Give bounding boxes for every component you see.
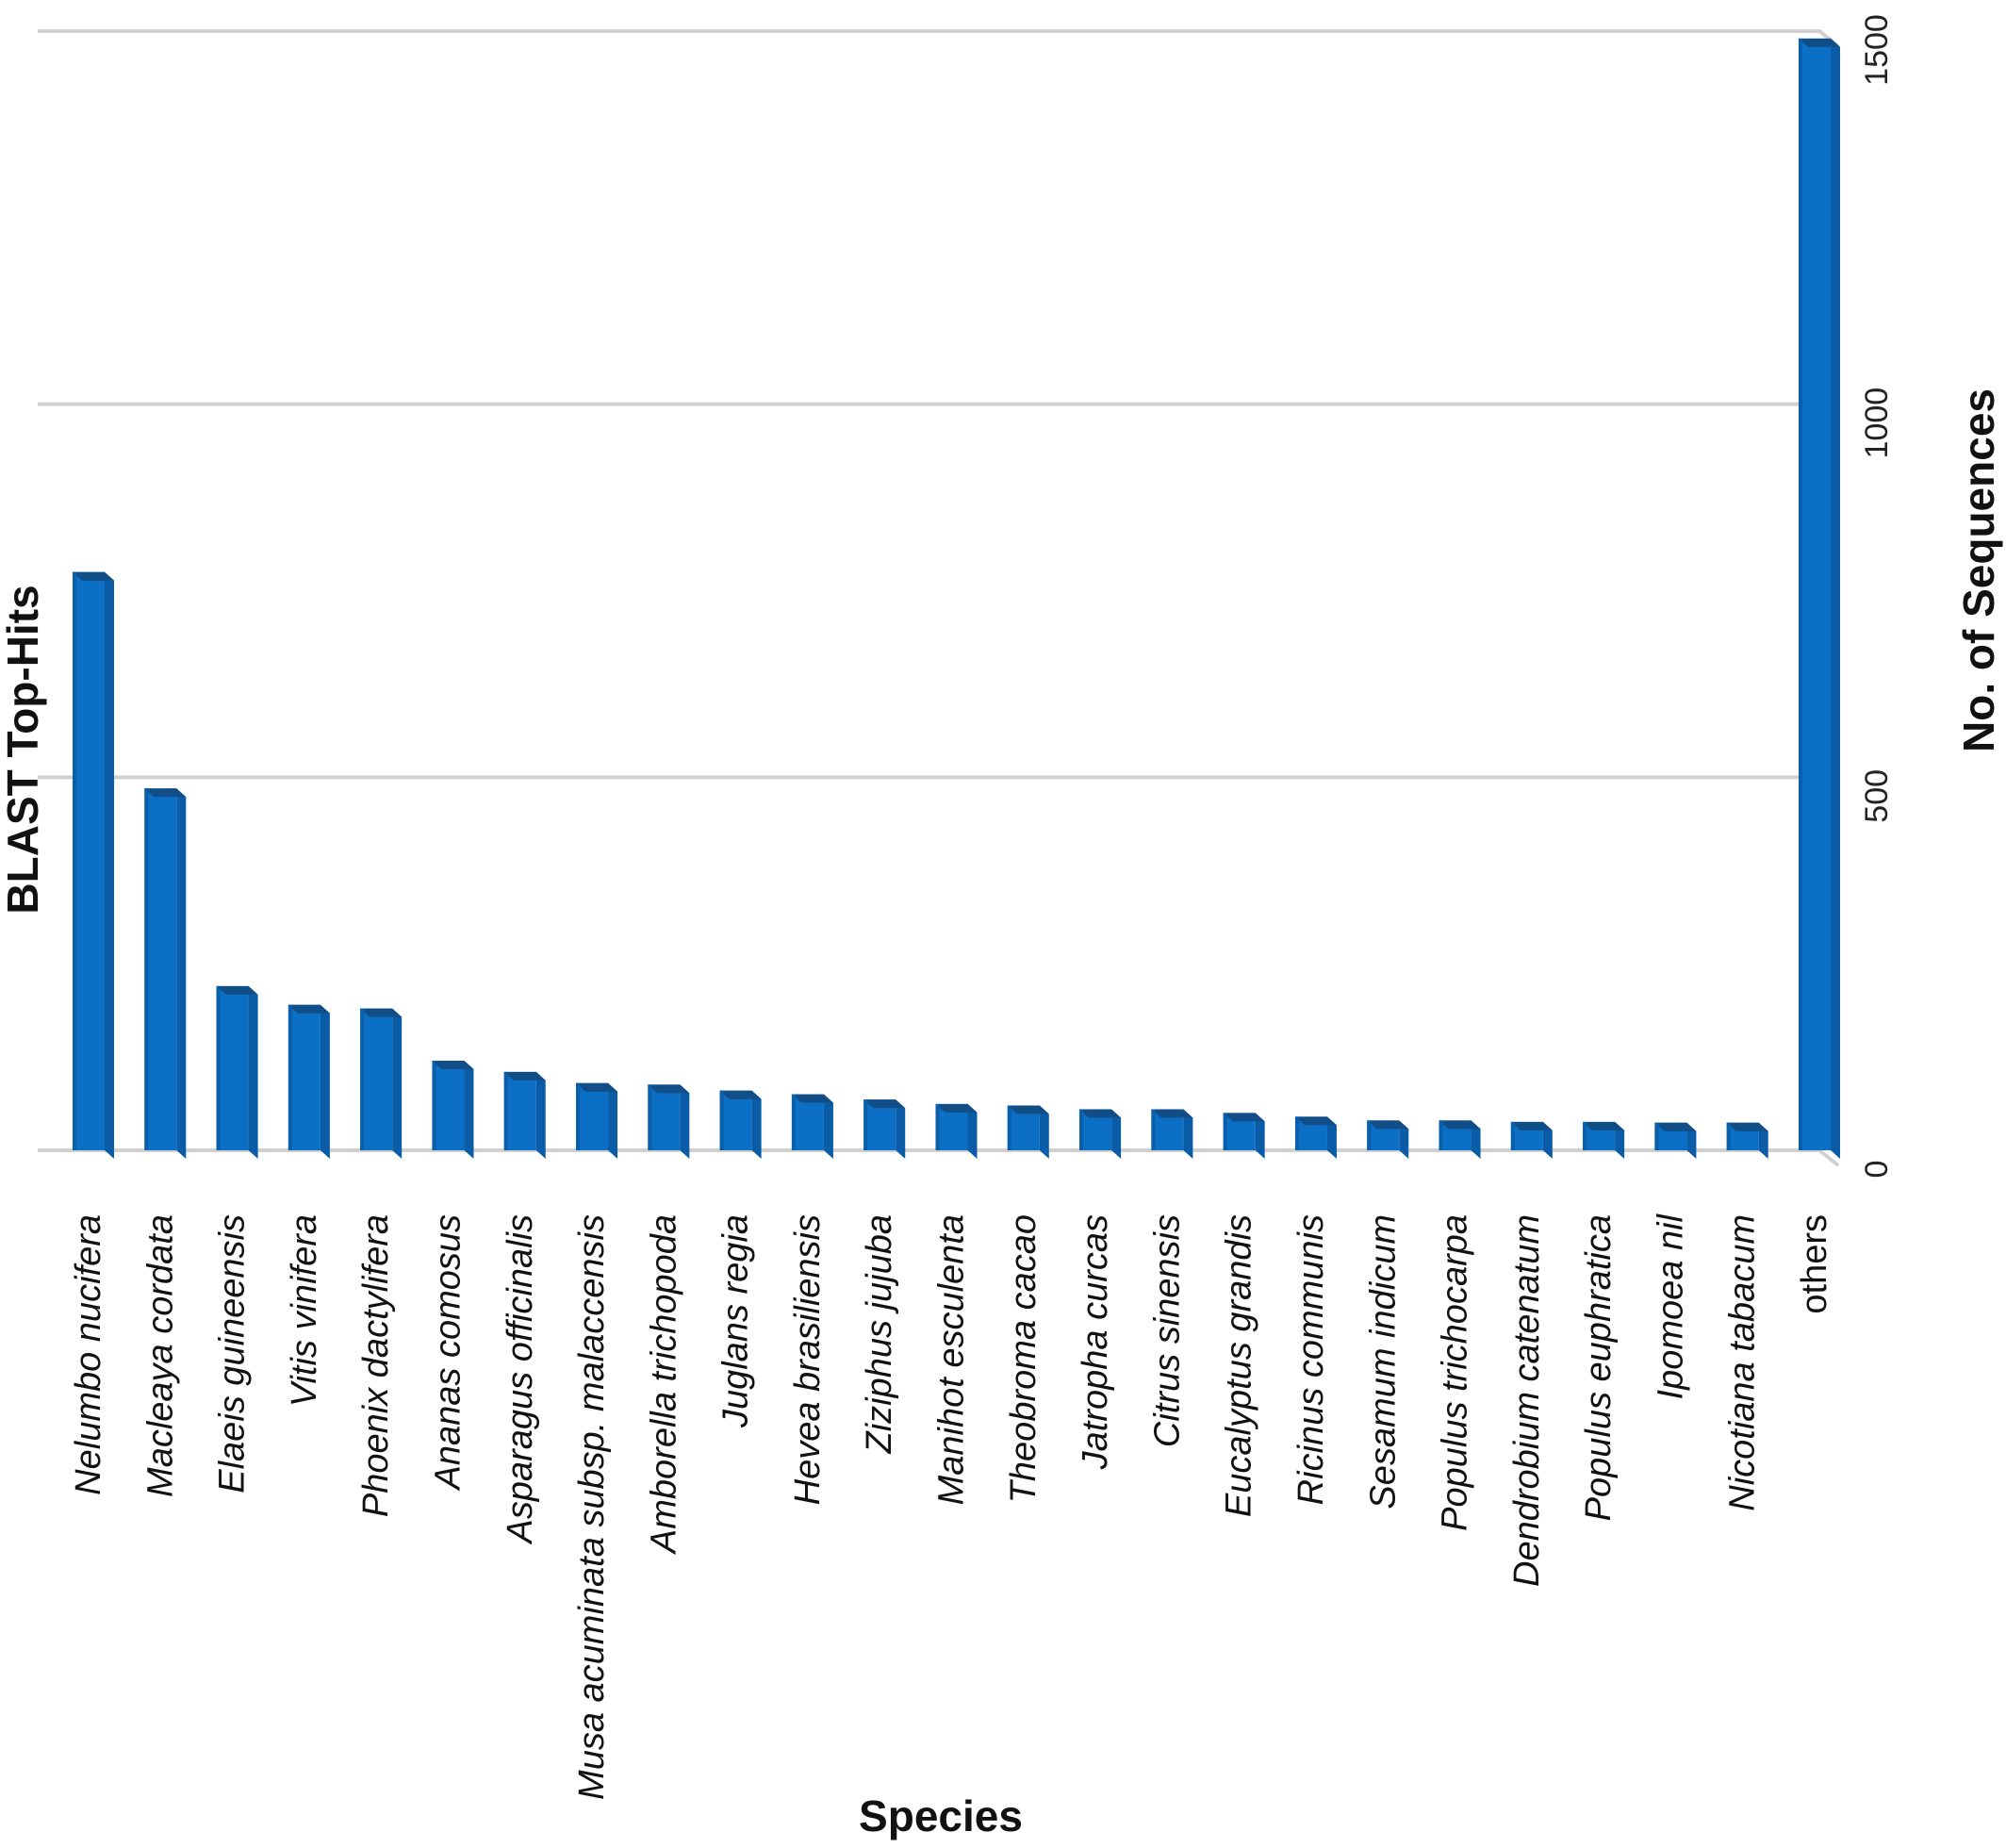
gridlines bbox=[38, 29, 1840, 1167]
bar bbox=[648, 1084, 690, 1159]
x-tick-label: Ricinus communis bbox=[1291, 1214, 1331, 1505]
x-tick-label: Asparagus officinalis bbox=[501, 1214, 540, 1545]
x-tick-label: Ziziphus jujuba bbox=[860, 1214, 899, 1454]
bar bbox=[1654, 1122, 1697, 1159]
bar bbox=[503, 1071, 546, 1159]
x-tick-label: Sesamum indicum bbox=[1363, 1214, 1403, 1510]
bar bbox=[144, 788, 187, 1159]
bar bbox=[791, 1094, 833, 1159]
x-tick-label: Eucalyptus grandis bbox=[1220, 1214, 1259, 1517]
bar bbox=[863, 1099, 906, 1159]
bars bbox=[73, 38, 1840, 1160]
x-tick-label: Ananas comosus bbox=[428, 1214, 468, 1492]
x-tick-label: Nicotiana tabacum bbox=[1723, 1214, 1763, 1511]
gridline bbox=[38, 29, 1840, 48]
bar bbox=[1799, 38, 1840, 1160]
bar bbox=[216, 985, 258, 1159]
bar bbox=[1079, 1109, 1122, 1159]
x-tick-label: Hevea brasiliensis bbox=[788, 1214, 828, 1505]
bar bbox=[1439, 1120, 1481, 1159]
x-tick-label: Macleaya cordata bbox=[140, 1214, 180, 1497]
x-tick-label: Ipomoea nil bbox=[1651, 1213, 1690, 1399]
left-axis-title: BLAST Top-Hits bbox=[0, 585, 47, 914]
bar bbox=[1367, 1120, 1409, 1159]
bar bbox=[1510, 1121, 1553, 1159]
x-tick-label: Theobroma cacao bbox=[1004, 1214, 1044, 1503]
x-tick-label: Manihot esculenta bbox=[932, 1214, 972, 1505]
bar bbox=[1726, 1122, 1768, 1159]
x-tick-label: Jatropha curcas bbox=[1076, 1214, 1115, 1470]
bar bbox=[1223, 1113, 1265, 1159]
x-tick-label: Elaeis guineensis bbox=[213, 1214, 253, 1493]
bar bbox=[1151, 1109, 1193, 1159]
bar bbox=[935, 1103, 978, 1159]
x-tick-label: Citrus sinensis bbox=[1147, 1214, 1187, 1447]
y-tick-label: 500 bbox=[1859, 769, 1895, 823]
bar bbox=[1294, 1116, 1337, 1159]
x-tick-label: Nelumbo nucifera bbox=[69, 1214, 108, 1495]
y-axis-ticks: 0 500 1000 1500 bbox=[1859, 14, 1895, 1178]
bar bbox=[576, 1082, 618, 1159]
gridline bbox=[38, 1148, 1840, 1167]
y-tick-label: 1000 bbox=[1859, 388, 1895, 459]
bar bbox=[73, 571, 114, 1159]
x-axis-title: Species bbox=[859, 1791, 1023, 1840]
bar bbox=[1583, 1121, 1625, 1159]
bar bbox=[719, 1090, 762, 1159]
x-tick-label: Amborella trichopoda bbox=[644, 1214, 683, 1555]
y-tick-label: 1500 bbox=[1859, 14, 1895, 86]
x-tick-label: Vitis vinifera bbox=[285, 1214, 324, 1407]
x-tick-label: Populus trichocarpa bbox=[1436, 1214, 1475, 1531]
x-tick-label: others bbox=[1795, 1214, 1834, 1314]
y-tick-label: 0 bbox=[1859, 1161, 1895, 1179]
bar bbox=[432, 1061, 474, 1159]
x-tick-label: Populus euphratica bbox=[1579, 1214, 1619, 1521]
bar bbox=[288, 1004, 330, 1159]
gridline bbox=[38, 402, 1840, 421]
x-axis-category-labels: Nelumbo nucifera Macleaya cordata Elaeis g… bbox=[69, 1213, 1834, 1799]
x-tick-label: Phoenix dactylifera bbox=[356, 1214, 396, 1517]
x-tick-label: Juglans regia bbox=[716, 1214, 756, 1428]
bar bbox=[360, 1008, 403, 1159]
gridline bbox=[38, 775, 1840, 794]
x-tick-label: Musa acuminata subsp. malaccensis bbox=[572, 1214, 612, 1800]
bar bbox=[1007, 1105, 1049, 1159]
y-axis-title: No. of Sequences bbox=[1954, 388, 2003, 752]
x-tick-label: Dendrobium catenatum bbox=[1507, 1214, 1547, 1587]
